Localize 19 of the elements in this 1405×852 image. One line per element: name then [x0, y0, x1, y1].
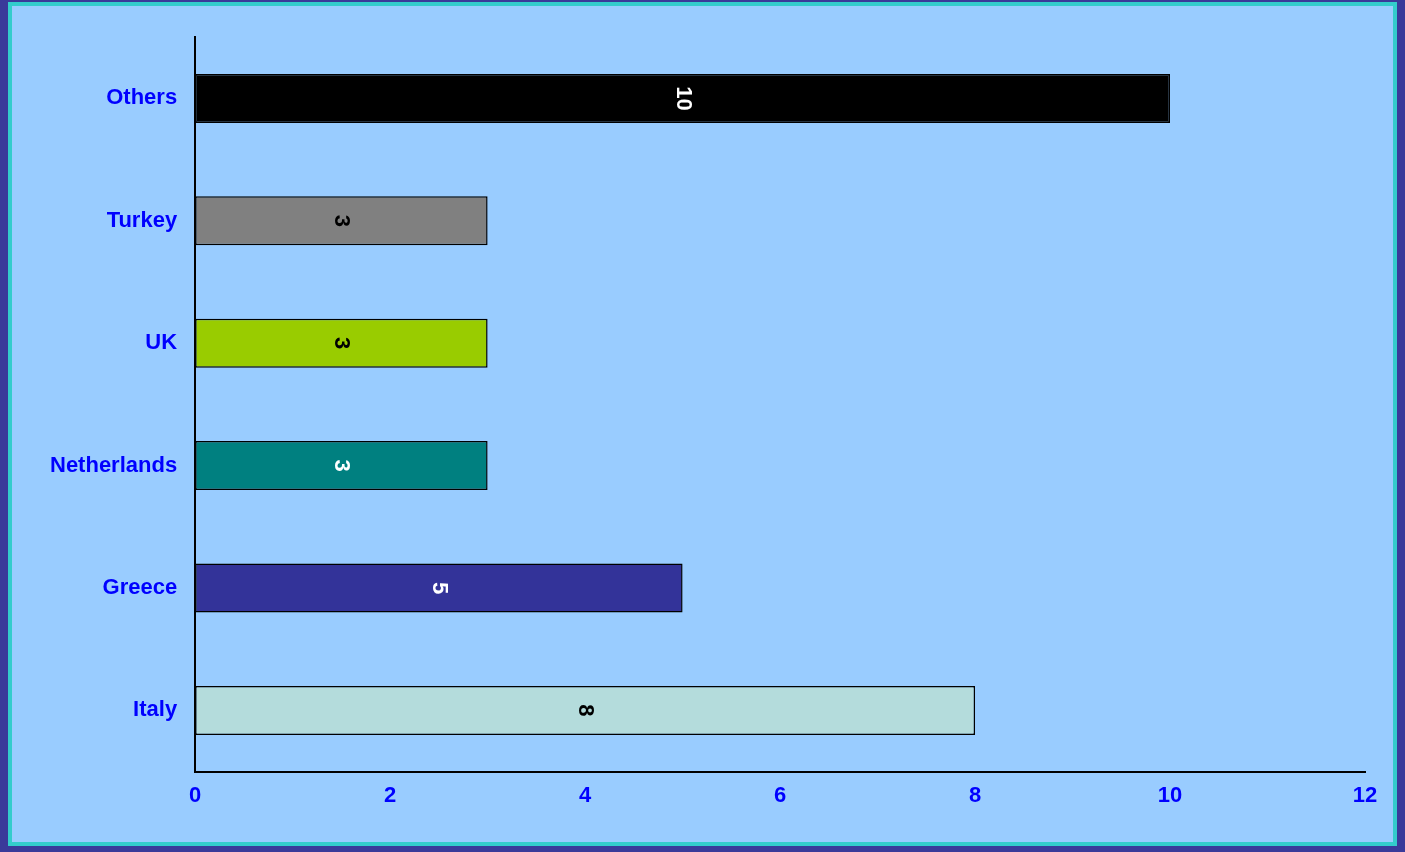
y-tick-label: UK [145, 329, 178, 355]
y-tick-label: Netherlands [49, 451, 178, 477]
x-tick-label: 8 [968, 781, 982, 807]
data-label: 10 [671, 86, 697, 111]
x-tick-label: 0 [189, 781, 202, 807]
data-label: 3 [330, 459, 356, 472]
x-tick-label: 4 [578, 781, 592, 807]
x-tick-label: 10 [1157, 781, 1183, 807]
data-label: 3 [330, 214, 356, 227]
y-tick-label: Italy [133, 696, 178, 722]
data-label: 5 [427, 581, 453, 595]
y-tick-label: Turkey [106, 206, 178, 232]
data-label: 3 [330, 337, 356, 350]
y-tick-label: Others [106, 84, 178, 110]
x-tick-label: 12 [1352, 781, 1378, 807]
x-tick-label: 2 [384, 781, 397, 807]
y-tick-label: Greece [102, 574, 178, 600]
x-tick-label: 6 [773, 781, 787, 807]
data-label: 8 [574, 704, 600, 717]
